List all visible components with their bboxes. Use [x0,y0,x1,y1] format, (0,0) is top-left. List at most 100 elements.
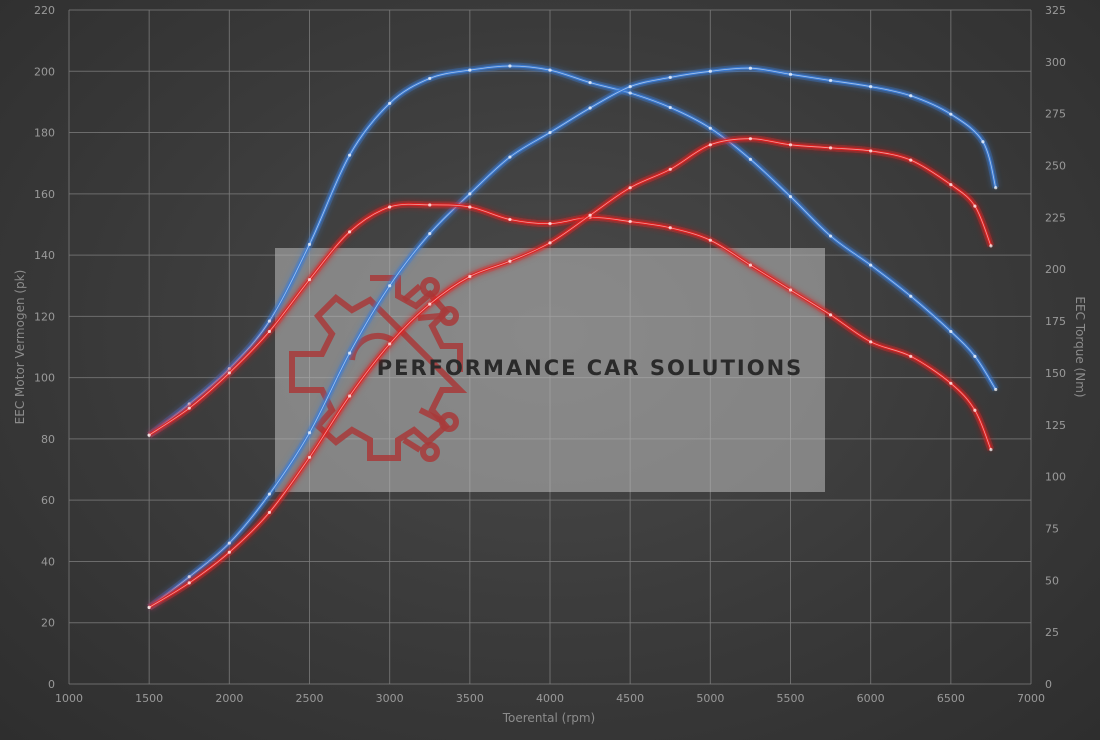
data-point-stock-torque-17 [828,313,833,317]
data-point-tuned-power-14 [708,69,712,73]
y2-tick-label-5: 125 [1045,419,1066,432]
data-point-tuned-power-11 [588,106,592,110]
series-highlight-tuned-power [148,67,997,608]
data-point-tuned-torque-13 [668,105,672,110]
data-point-tuned-power-20 [949,112,953,116]
data-point-tuned-power-1 [187,575,191,579]
x-tick-label-7: 4500 [616,692,644,705]
data-point-stock-torque-20 [949,381,953,385]
data-point-tuned-power-17 [828,78,833,83]
y2-tick-label-0: 0 [1045,678,1052,691]
y-tick-label-6: 120 [34,310,55,323]
data-point-stock-torque-6 [388,205,392,209]
watermark: PERFORMANCE CAR SOLUTIONS [275,248,825,492]
data-point-tuned-torque-10 [548,68,552,72]
x-tick-label-5: 3500 [456,692,484,705]
y2-tick-label-1: 25 [1045,626,1059,639]
data-point-tuned-power-3 [267,492,272,496]
data-point-stock-torque-3 [267,329,272,334]
data-point-tuned-power-19 [909,94,913,98]
y2-tick-label-8: 200 [1045,263,1066,276]
x-tick-label-11: 6500 [937,692,965,705]
data-point-tuned-power-13 [668,75,672,79]
y2-tick-label-7: 175 [1045,315,1066,328]
data-point-tuned-torque-15 [748,157,753,161]
data-point-stock-power-20 [949,183,953,187]
y2-tick-label-13: 325 [1045,4,1066,17]
data-point-stock-power-2 [227,550,231,554]
y-axis-right-ticks: 0 25 50 75 100 125 150 175 200 225 250 275 300 325 [1045,4,1066,691]
data-point-tuned-torque-19 [909,294,913,298]
data-point-tuned-torque-16 [788,195,793,199]
data-point-stock-power-5 [347,394,352,398]
y-tick-label-3: 60 [41,494,55,507]
data-point-stock-power-10 [548,241,552,245]
y-tick-label-1: 20 [41,617,55,630]
data-point-tuned-torque-4 [307,242,312,246]
x-tick-label-10: 6000 [857,692,885,705]
data-point-tuned-power-7 [428,232,432,236]
data-point-stock-torque-2 [227,371,231,375]
x-tick-label-0: 1000 [55,692,83,705]
series-highlight-stock-power [148,138,992,608]
y-tick-label-9: 180 [34,127,55,140]
data-point-tuned-torque-5 [347,153,352,157]
y2-tick-label-12: 300 [1045,56,1066,69]
y2-tick-label-11: 275 [1045,108,1066,121]
data-point-stock-torque-12 [628,219,632,224]
data-point-stock-power-18 [869,149,873,153]
data-point-tuned-torque-20 [949,329,953,334]
data-point-stock-power-15 [748,137,753,141]
data-point-tuned-power-6 [388,284,392,288]
data-point-stock-power-9 [508,259,512,263]
data-point-stock-torque-15 [748,263,753,267]
y2-tick-label-3: 75 [1045,522,1059,535]
data-point-stock-power-1 [187,581,191,585]
x-tick-label-2: 2000 [215,692,243,705]
x-tick-label-9: 5500 [777,692,805,705]
y-tick-label-5: 100 [34,372,55,385]
data-point-tuned-torque-9 [508,64,512,68]
x-tick-label-1: 1500 [135,692,163,705]
data-point-stock-power-22 [989,244,993,248]
data-point-tuned-torque-17 [828,234,833,238]
data-point-stock-power-17 [828,146,833,150]
y-tick-label-10: 200 [34,65,55,78]
series-layer [147,62,1000,611]
data-point-tuned-power-12 [628,84,632,89]
data-point-tuned-torque-12 [628,91,632,95]
series-tuned-power [147,64,1000,611]
data-point-tuned-torque-6 [388,101,392,105]
x-axis-title: Toerental (rpm) [502,711,595,725]
data-point-tuned-power-15 [748,66,753,70]
y-axis-left-title: EEC Motor Vermogen (pk) [13,270,27,425]
data-point-stock-power-11 [588,213,592,217]
data-point-stock-torque-16 [788,288,793,292]
data-point-stock-torque-13 [668,226,672,230]
data-point-tuned-torque-22 [994,387,998,392]
y2-tick-label-6: 150 [1045,367,1066,380]
data-point-stock-power-16 [788,143,793,147]
data-point-stock-torque-0 [147,433,151,437]
series-highlight-tuned-torque [148,65,997,436]
x-tick-label-4: 3000 [376,692,404,705]
y-tick-label-8: 160 [34,188,55,201]
data-point-stock-torque-19 [909,354,913,358]
data-point-stock-power-13 [668,167,672,171]
x-tick-label-8: 5000 [696,692,724,705]
data-point-tuned-power-2 [227,541,231,545]
y-tick-label-7: 140 [34,249,55,262]
data-point-stock-power-3 [267,510,272,515]
data-point-stock-torque-14 [708,238,712,242]
x-tick-label-12: 7000 [1017,692,1045,705]
y-tick-label-4: 80 [41,433,55,446]
data-point-tuned-torque-3 [267,319,272,323]
data-point-tuned-power-10 [548,130,552,135]
data-point-tuned-power-16 [788,72,793,76]
y2-tick-label-2: 50 [1045,574,1059,587]
data-point-stock-torque-7 [428,203,432,207]
data-point-tuned-power-4 [307,431,312,435]
y2-tick-label-10: 250 [1045,160,1066,173]
y2-tick-label-4: 100 [1045,471,1066,484]
